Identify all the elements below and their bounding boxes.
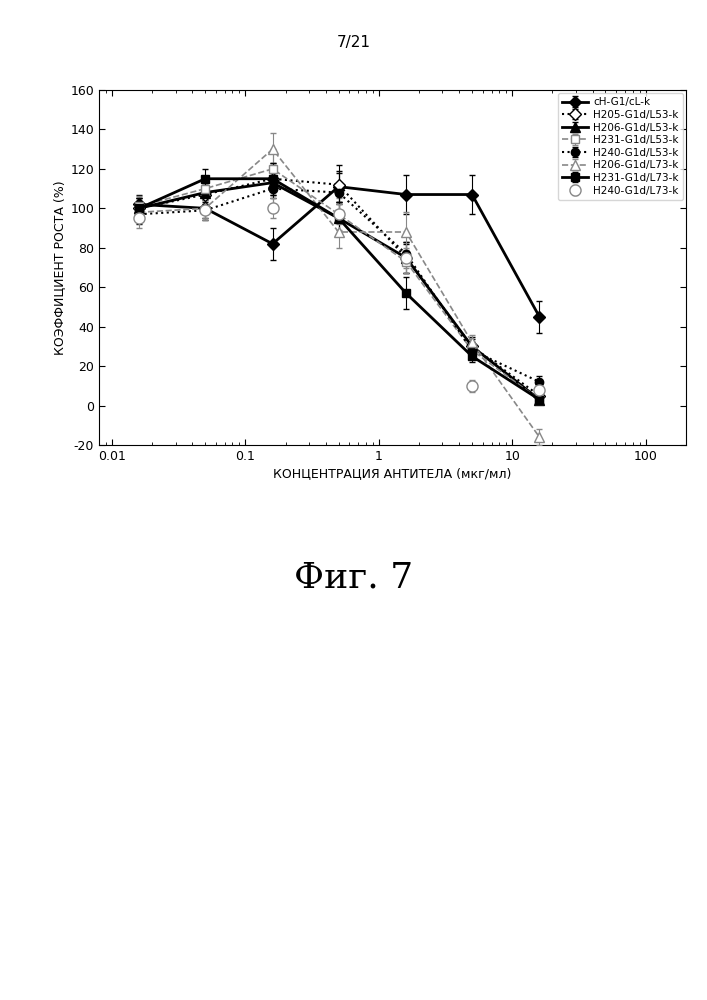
Text: Фиг. 7: Фиг. 7 [294,560,413,594]
X-axis label: КОНЦЕНТРАЦИЯ АНТИТЕЛА (мкг/мл): КОНЦЕНТРАЦИЯ АНТИТЕЛА (мкг/мл) [273,467,512,480]
Legend: cH-G1/cL-k, H205-G1d/L53-k, H206-G1d/L53-k, H231-G1d/L53-k, H240-G1d/L53-k, H206: cH-G1/cL-k, H205-G1d/L53-k, H206-G1d/L53… [558,93,683,200]
Text: 7/21: 7/21 [337,35,370,50]
Y-axis label: КОЭФФИЦИЕНТ РОСТА (%): КОЭФФИЦИЕНТ РОСТА (%) [53,180,66,355]
